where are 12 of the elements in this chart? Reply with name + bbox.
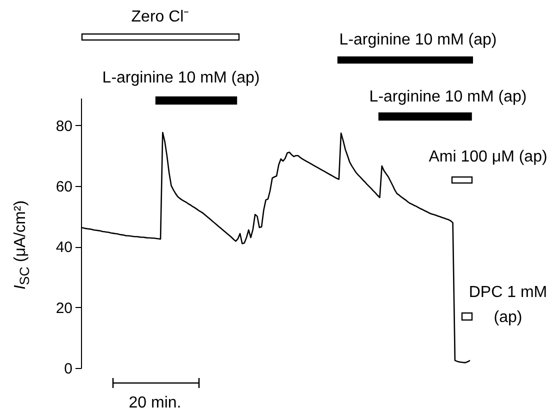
y-tick-label: 80 [56,118,72,135]
annotation: L-arginine 10 mM (ap) [369,88,527,108]
text: Zero Cl⁻ [131,8,189,28]
annotation: Ami 100 μM (ap) [428,148,548,168]
text: L-arginine 10 mM (ap) [102,68,260,88]
y-tick-label: 40 [56,239,72,256]
y-tick-label: 0 [64,360,72,378]
text: L-arginine 10 mM (ap) [339,30,497,50]
y-tick-label: 20 [56,300,72,317]
annotation: DPC 1 mM (ap) [468,283,548,328]
y-tick-label: 60 [56,178,72,196]
text: 20 min. [128,394,182,414]
